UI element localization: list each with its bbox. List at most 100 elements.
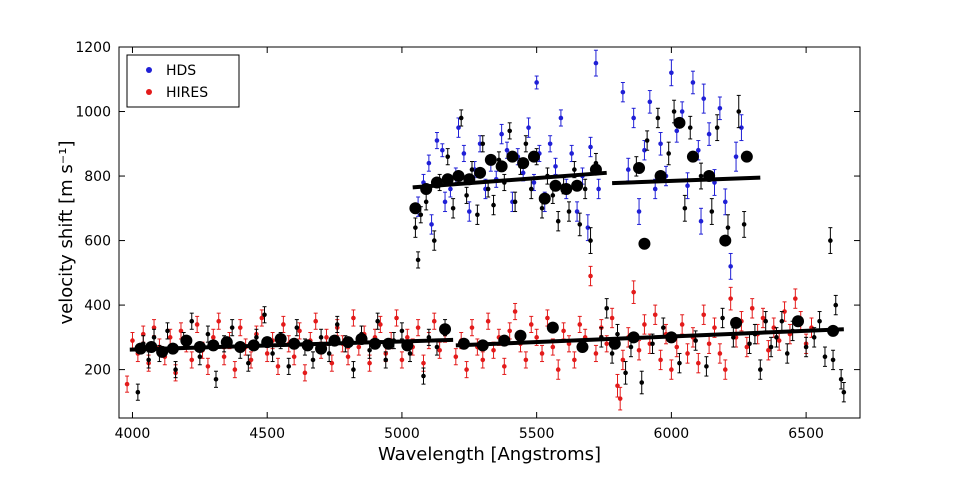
data-point-hires: [507, 328, 513, 334]
data-point-hds: [553, 164, 558, 169]
data-point-hires: [399, 357, 405, 363]
data-point-hires: [189, 357, 195, 363]
data-point-hires: [617, 396, 623, 401]
data-point-hires: [211, 335, 216, 340]
data-point-hires: [728, 296, 733, 301]
data-point-hds: [631, 115, 636, 121]
binned-point: [546, 321, 559, 334]
fit-hds-2: [612, 175, 761, 186]
data-point-hires: [717, 351, 723, 356]
binned-point: [506, 150, 519, 163]
data-point-hires: [776, 338, 782, 343]
data-point-hires: [782, 309, 787, 314]
data-point-hires: [394, 315, 399, 321]
data-point-hires: [302, 370, 308, 376]
data-point-combined: [704, 364, 709, 369]
data-point-combined: [698, 173, 704, 179]
data-point-hires: [712, 325, 717, 330]
data-point-hires: [561, 328, 566, 334]
data-point-hires: [291, 354, 297, 360]
binned-point: [638, 237, 651, 250]
y-tick-label: 1000: [75, 105, 111, 121]
data-point-hds: [690, 80, 696, 85]
binned-point: [560, 182, 573, 195]
binned-point: [495, 160, 508, 173]
data-point-hds: [625, 167, 631, 172]
data-point-hds: [440, 147, 445, 153]
data-point-hires: [744, 344, 750, 350]
data-point-hds: [706, 131, 712, 137]
series-combined: [135, 94, 847, 403]
binned-point: [274, 332, 287, 345]
data-point-combined: [803, 344, 809, 350]
data-point-combined: [677, 360, 682, 366]
fit-hires-1: [129, 337, 454, 352]
data-point-combined: [639, 380, 645, 385]
data-point-hires: [588, 273, 593, 279]
chart-marks: [124, 49, 847, 411]
y-tick-label: 400: [84, 298, 111, 314]
data-point-hds: [701, 96, 707, 101]
binned-point: [576, 341, 589, 354]
data-point-combined: [254, 335, 259, 340]
data-point-combined: [173, 367, 178, 372]
binned-point: [439, 323, 452, 336]
data-point-combined: [458, 115, 464, 121]
data-point-hds: [728, 264, 733, 269]
data-point-hires: [491, 347, 496, 353]
data-point-combined: [246, 360, 251, 366]
data-point-hires: [771, 325, 777, 330]
data-point-combined: [423, 199, 429, 205]
data-point-hires: [431, 318, 437, 324]
data-point-hires: [464, 367, 469, 372]
data-point-combined: [480, 141, 486, 147]
data-point-hires: [421, 360, 426, 366]
data-point-hires: [469, 325, 475, 330]
data-point-combined: [758, 367, 763, 372]
data-point-hires: [205, 364, 211, 369]
data-point-combined: [774, 335, 779, 340]
data-point-combined: [687, 125, 693, 130]
data-point-hires: [351, 315, 356, 321]
data-point-hires: [793, 296, 798, 301]
data-point-hires: [356, 344, 362, 350]
data-point-hires: [577, 322, 583, 327]
data-point-hires: [609, 315, 615, 321]
data-point-hires: [636, 347, 642, 353]
data-point-combined: [434, 344, 440, 350]
data-point-hds: [674, 128, 680, 134]
data-point-hires: [604, 341, 610, 347]
data-point-combined: [582, 186, 588, 192]
data-point-hires: [760, 315, 766, 321]
y-tick-label: 600: [84, 234, 111, 250]
data-point-hds: [442, 199, 448, 205]
data-point-combined: [189, 318, 195, 324]
data-point-hds: [620, 89, 626, 95]
data-point-hds: [717, 105, 723, 111]
data-point-hires: [706, 341, 712, 347]
x-tick-label: 4500: [249, 426, 285, 442]
data-point-hires: [669, 367, 674, 372]
x-axis-label: Wavelength [Angstroms]: [378, 444, 601, 465]
data-point-hires: [237, 325, 243, 330]
data-point-hires: [232, 367, 238, 372]
data-point-combined: [747, 341, 752, 347]
data-point-combined: [528, 186, 534, 192]
binned-point: [719, 234, 732, 247]
data-point-hds: [426, 160, 432, 166]
data-point-combined: [507, 128, 513, 134]
data-point-hds: [596, 186, 601, 192]
data-point-hires: [545, 315, 550, 321]
data-point-combined: [270, 351, 275, 356]
chart-legend: HDS HIRES: [126, 54, 240, 108]
data-point-hires: [642, 322, 647, 327]
data-point-combined: [628, 344, 634, 350]
data-point-hires: [685, 351, 690, 356]
data-point-combined: [838, 376, 844, 382]
legend-marker-hds: [146, 67, 152, 73]
binned-point: [441, 173, 454, 186]
data-point-combined: [841, 389, 847, 395]
data-point-combined: [262, 312, 267, 318]
chart-axes: 4000 4500 5000 5500 6000 6500 200 400 600 800 1000…: [75, 40, 860, 442]
binned-point: [571, 179, 584, 192]
